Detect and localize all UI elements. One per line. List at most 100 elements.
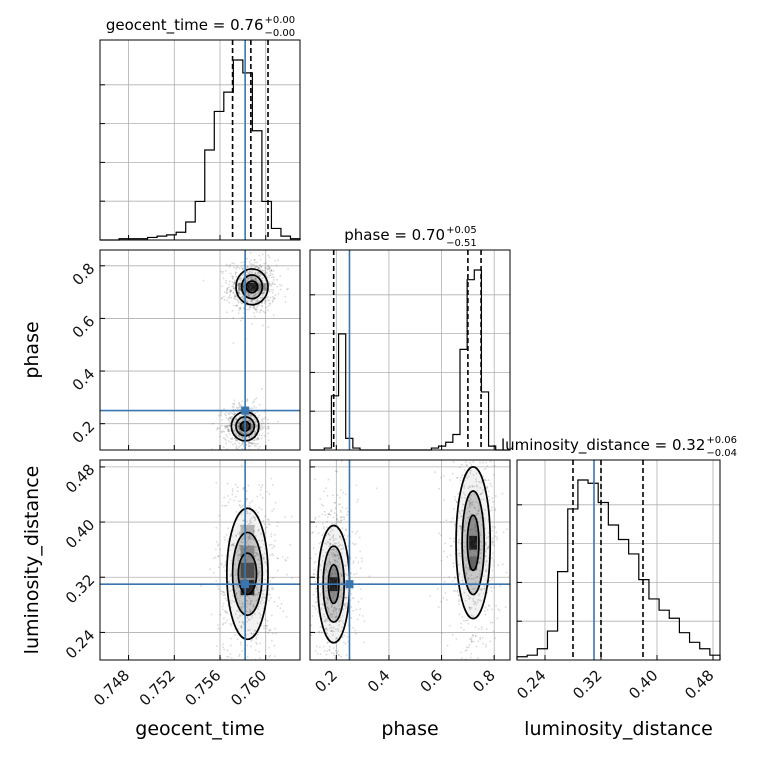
scatter-point bbox=[239, 581, 242, 584]
scatter-point bbox=[262, 427, 265, 429]
scatter-point bbox=[250, 284, 253, 286]
scatter-point bbox=[246, 510, 248, 513]
scatter-point bbox=[314, 478, 317, 480]
scatter-point bbox=[251, 401, 254, 404]
scatter-point bbox=[250, 299, 253, 302]
scatter-point bbox=[248, 283, 251, 286]
scatter-point bbox=[263, 601, 266, 604]
scatter-point bbox=[325, 581, 327, 584]
scatter-point bbox=[334, 554, 337, 557]
scatter-point bbox=[472, 537, 474, 539]
scatter-point bbox=[241, 545, 243, 547]
scatter-point bbox=[241, 423, 244, 426]
scatter-point bbox=[253, 444, 256, 447]
scatter-point bbox=[223, 291, 226, 294]
scatter-point bbox=[265, 296, 268, 299]
scatter-point bbox=[263, 552, 266, 555]
scatter-point bbox=[474, 454, 476, 456]
scatter-point bbox=[327, 597, 329, 600]
scatter-point bbox=[338, 608, 341, 611]
scatter-point bbox=[353, 543, 356, 546]
scatter-point bbox=[483, 479, 486, 482]
scatter-point bbox=[221, 297, 224, 299]
scatter-point bbox=[247, 419, 250, 422]
scatter-point bbox=[242, 425, 245, 427]
scatter-point bbox=[274, 539, 276, 542]
scatter-point bbox=[250, 415, 253, 417]
scatter-point bbox=[251, 428, 253, 431]
scatter-point bbox=[249, 445, 252, 447]
scatter-point bbox=[481, 626, 483, 629]
scatter-point bbox=[263, 589, 266, 592]
scatter-point bbox=[479, 461, 481, 464]
scatter-point bbox=[231, 535, 233, 537]
y-tick-label-luminosity_distance: 0.40 bbox=[62, 516, 98, 552]
scatter-point bbox=[332, 552, 335, 554]
scatter-point bbox=[254, 258, 256, 261]
scatter-point bbox=[314, 608, 317, 611]
scatter-point bbox=[496, 381, 498, 383]
scatter-point bbox=[218, 414, 220, 417]
scatter-point bbox=[257, 416, 260, 419]
scatter-point bbox=[241, 400, 244, 403]
scatter-point bbox=[200, 584, 203, 587]
scatter-point bbox=[251, 577, 254, 580]
scatter-point bbox=[240, 626, 243, 628]
scatter-point bbox=[479, 557, 482, 559]
scatter-point bbox=[476, 541, 479, 544]
scatter-point bbox=[240, 277, 242, 280]
scatter-point bbox=[263, 262, 266, 265]
scatter-point bbox=[261, 497, 264, 499]
scatter-point bbox=[239, 308, 242, 310]
scatter-point bbox=[475, 603, 478, 606]
scatter-point bbox=[359, 550, 362, 553]
scatter-point bbox=[250, 277, 253, 280]
scatter-point bbox=[262, 557, 265, 560]
scatter-point bbox=[276, 525, 279, 527]
scatter-point bbox=[242, 317, 244, 319]
scatter-point bbox=[256, 427, 259, 430]
scatter-point bbox=[266, 669, 268, 671]
scatter-point bbox=[452, 565, 455, 568]
scatter-point bbox=[313, 605, 316, 608]
scatter-point bbox=[446, 644, 449, 647]
scatter-point bbox=[354, 532, 357, 535]
scatter-point bbox=[242, 286, 244, 288]
scatter-point bbox=[221, 590, 224, 593]
scatter-point bbox=[470, 547, 472, 550]
scatter-point bbox=[319, 564, 322, 567]
scatter-point bbox=[487, 585, 490, 588]
scatter-point bbox=[271, 299, 274, 302]
scatter-point bbox=[263, 435, 266, 437]
scatter-point bbox=[476, 551, 479, 553]
scatter-point bbox=[341, 636, 344, 639]
scatter-point bbox=[440, 600, 442, 603]
scatter-point bbox=[449, 544, 452, 547]
scatter-point bbox=[469, 502, 471, 504]
scatter-point bbox=[235, 417, 238, 420]
scatter-point bbox=[240, 513, 243, 516]
scatter-point bbox=[332, 516, 335, 519]
scatter-point bbox=[227, 655, 230, 658]
scatter-point bbox=[325, 551, 327, 554]
scatter-point bbox=[326, 570, 329, 573]
scatter-point bbox=[241, 447, 244, 450]
scatter-point bbox=[495, 604, 497, 607]
scatter-point bbox=[249, 275, 252, 278]
scatter-point bbox=[326, 589, 329, 592]
scatter-point bbox=[469, 550, 472, 552]
scatter-point bbox=[258, 299, 261, 302]
scatter-point bbox=[237, 557, 240, 559]
panel-title-luminosity_distance: luminosity_distance = 0.32 +0.06−0.04 bbox=[501, 435, 737, 459]
scatter-point bbox=[234, 422, 236, 424]
scatter-point bbox=[480, 498, 482, 501]
scatter-point bbox=[478, 481, 480, 483]
scatter-point bbox=[258, 274, 261, 277]
scatter-point bbox=[487, 531, 490, 534]
scatter-point bbox=[333, 554, 336, 557]
scatter-point bbox=[263, 425, 266, 428]
scatter-point bbox=[222, 643, 225, 646]
scatter-point bbox=[478, 599, 481, 602]
scatter-point bbox=[481, 637, 484, 640]
scatter-point bbox=[269, 302, 271, 305]
